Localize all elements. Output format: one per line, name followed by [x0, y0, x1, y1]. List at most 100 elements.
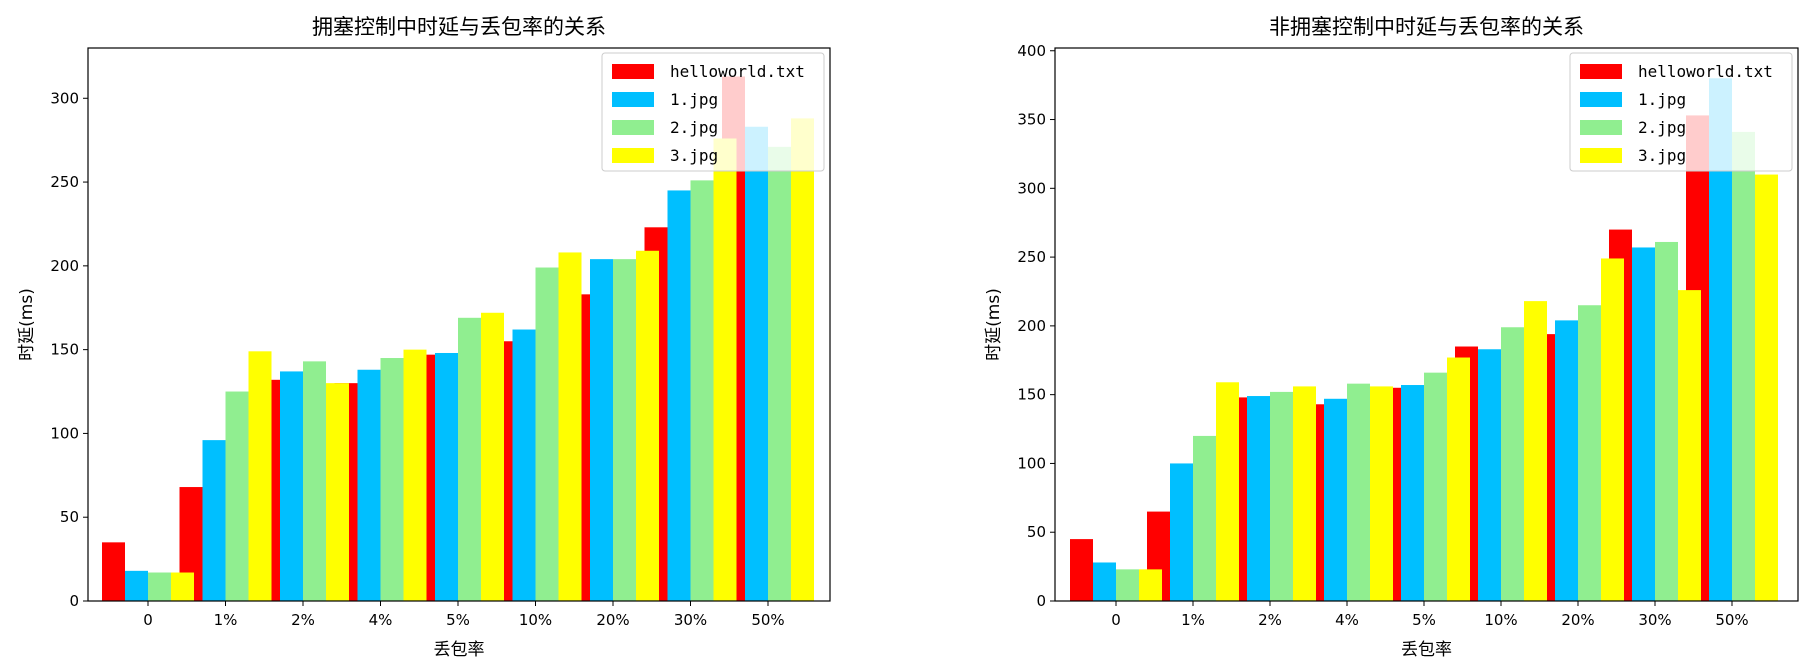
- x-tick-label: 2%: [1258, 611, 1282, 629]
- bar-3-jpg-7: [713, 138, 737, 601]
- legend-label: 2.jpg: [1638, 118, 1686, 137]
- y-axis-label: 时延(ms): [984, 288, 1004, 361]
- x-tick-label: 20%: [1561, 611, 1594, 629]
- plot-frame: [1054, 47, 1799, 602]
- bar-1-jpg-4: [1401, 385, 1424, 601]
- x-tick-label: 0: [1111, 611, 1121, 629]
- bar-1-jpg-3: [1324, 398, 1347, 601]
- bar-helloworld-txt-0: [1070, 539, 1093, 601]
- legend-label: 1.jpg: [1638, 90, 1686, 109]
- x-tick-label: 2%: [291, 611, 315, 629]
- bar-2-jpg-7: [690, 180, 714, 602]
- y-tick-label: 250: [1017, 248, 1046, 266]
- legend-label: 3.jpg: [670, 146, 718, 165]
- bar-3-jpg-5: [1524, 301, 1547, 601]
- y-tick-label: 300: [1017, 179, 1046, 197]
- bar-3-jpg-0: [1139, 569, 1162, 601]
- bar-3-jpg-1: [248, 351, 272, 601]
- bar-3-jpg-4: [1447, 357, 1470, 601]
- bar-2-jpg-5: [1501, 327, 1524, 601]
- bars: [1070, 78, 1778, 602]
- legend-swatch: [1580, 120, 1622, 135]
- y-tick-label: 350: [1017, 111, 1046, 129]
- bar-1-jpg-1: [202, 440, 226, 601]
- bar-2-jpg-5: [535, 267, 559, 601]
- y-tick-label: 200: [1017, 317, 1046, 335]
- y-tick-label: 250: [50, 173, 79, 191]
- bar-2-jpg-6: [1578, 305, 1601, 601]
- x-tick-label: 50%: [1715, 611, 1748, 629]
- bar-3-jpg-8: [1755, 174, 1778, 601]
- x-axis-label: 丢包率: [1401, 640, 1452, 660]
- x-tick-label: 1%: [214, 611, 238, 629]
- y-tick-label: 400: [1017, 42, 1046, 60]
- bar-2-jpg-4: [458, 317, 481, 601]
- x-tick-label: 1%: [1181, 611, 1205, 629]
- legend-label: 2.jpg: [670, 118, 718, 137]
- bar-1-jpg-8: [745, 126, 768, 601]
- bar-2-jpg-8: [1732, 131, 1755, 601]
- x-tick-label: 30%: [674, 611, 707, 629]
- bar-2-jpg-1: [1193, 435, 1216, 601]
- legend-swatch: [1580, 64, 1622, 79]
- x-tick-label: 30%: [1638, 611, 1671, 629]
- bar-3-jpg-3: [403, 349, 427, 601]
- y-tick-label: 0: [1036, 592, 1046, 610]
- x-tick-label: 10%: [519, 611, 552, 629]
- bar-2-jpg-6: [613, 259, 636, 601]
- chart-2: 0 50 100 150 200 250 300 350 400 0 1% 2% 4% 5% 10% 20% 3…: [984, 15, 1799, 660]
- bar-3-jpg-6: [1601, 258, 1624, 601]
- bar-1-jpg-7: [1632, 247, 1655, 601]
- bar-3-jpg-5: [558, 252, 582, 601]
- bar-1-jpg-7: [667, 190, 691, 601]
- bar-1-jpg-6: [590, 259, 613, 601]
- bar-1-jpg-5: [1478, 349, 1501, 601]
- legend-label: helloworld.txt: [670, 62, 805, 81]
- y-tick-label: 150: [50, 341, 79, 359]
- bar-1-jpg-2: [1247, 396, 1270, 601]
- x-tick-label: 20%: [596, 611, 629, 629]
- bar-3-jpg-8: [791, 118, 814, 601]
- legend-swatch: [1580, 148, 1622, 163]
- y-tick-label: 200: [50, 257, 79, 275]
- legend-swatch: [612, 92, 654, 107]
- bar-3-jpg-2: [1293, 386, 1316, 601]
- chart-1: 0 50 100 150 200 250 300 0 1% 2% 4% 5% 10% 20% 30% 50% 拥…: [17, 15, 831, 660]
- bar-1-jpg-0: [1093, 562, 1116, 601]
- y-tick-label: 0: [69, 592, 79, 610]
- y-tick-label: 150: [1017, 386, 1046, 404]
- bar-3-jpg-7: [1678, 290, 1701, 601]
- bar-3-jpg-2: [326, 383, 349, 601]
- bar-1-jpg-6: [1555, 320, 1578, 601]
- x-axis-label: 丢包率: [434, 640, 485, 660]
- chart-title: 拥塞控制中时延与丢包率的关系: [312, 15, 606, 39]
- y-tick-label: 300: [50, 89, 79, 107]
- bar-3-jpg-1: [1216, 382, 1239, 601]
- bar-2-jpg-4: [1424, 372, 1447, 601]
- bar-1-jpg-0: [125, 570, 148, 601]
- bar-2-jpg-3: [1347, 383, 1370, 601]
- x-tick-label: 5%: [1412, 611, 1436, 629]
- plot-frame: [87, 47, 831, 602]
- x-tick-label: 0: [143, 611, 153, 629]
- bar-2-jpg-3: [380, 358, 404, 601]
- legend-swatch: [612, 64, 654, 79]
- legend: helloworld.txt 1.jpg 2.jpg 3.jpg: [601, 52, 825, 172]
- x-tick-label: 50%: [751, 611, 784, 629]
- bar-2-jpg-1: [225, 391, 249, 601]
- bar-1-jpg-4: [435, 352, 458, 601]
- bars: [102, 76, 814, 602]
- chart-title: 非拥塞控制中时延与丢包率的关系: [1269, 15, 1584, 39]
- legend-swatch: [612, 120, 654, 135]
- y-tick-label: 100: [50, 424, 79, 442]
- x-tick-label: 10%: [1484, 611, 1517, 629]
- bar-1-jpg-5: [512, 329, 536, 601]
- legend-swatch: [1580, 92, 1622, 107]
- bar-1-jpg-2: [280, 371, 303, 601]
- y-tick-label: 50: [1027, 523, 1046, 541]
- legend: helloworld.txt 1.jpg 2.jpg 3.jpg: [1569, 52, 1793, 172]
- bar-1-jpg-1: [1170, 463, 1193, 601]
- legend-label: 3.jpg: [1638, 146, 1686, 165]
- y-axis-label: 时延(ms): [17, 288, 37, 361]
